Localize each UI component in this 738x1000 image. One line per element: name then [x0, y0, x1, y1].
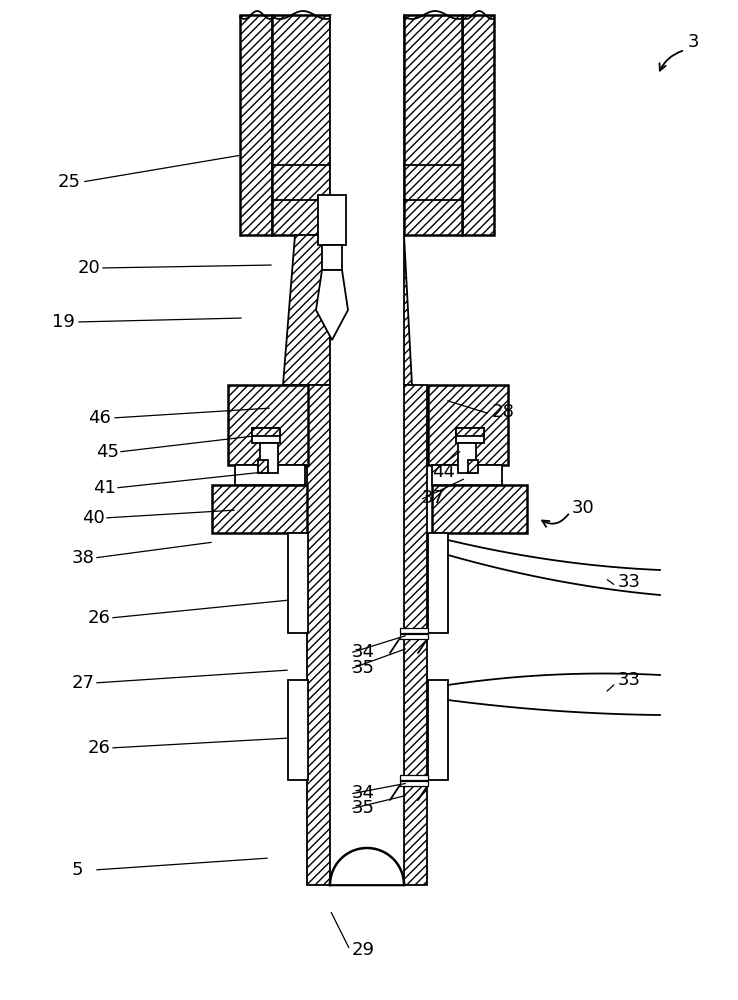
Polygon shape [316, 270, 348, 340]
Bar [468, 460, 478, 473]
Bar [458, 443, 476, 473]
Polygon shape [330, 848, 404, 885]
Bar [235, 465, 305, 485]
Text: 46: 46 [88, 409, 111, 427]
Bar [432, 465, 502, 485]
Text: 5: 5 [72, 861, 83, 879]
Text: 26: 26 [88, 739, 111, 757]
Text: 34: 34 [352, 784, 375, 802]
Text: 27: 27 [72, 674, 95, 692]
Bar [252, 428, 280, 436]
Bar [456, 428, 484, 443]
Bar [456, 428, 484, 436]
Text: 35: 35 [352, 799, 375, 817]
Text: 33: 33 [618, 671, 641, 689]
Text: 45: 45 [96, 443, 119, 461]
Text: 44: 44 [432, 463, 455, 481]
Bar [404, 15, 462, 235]
Bar [252, 428, 280, 443]
Bar [307, 385, 427, 885]
Bar [330, 15, 404, 235]
Bar [258, 460, 268, 473]
Polygon shape [330, 848, 404, 885]
Bar [428, 533, 448, 633]
Bar [462, 15, 494, 235]
Bar [330, 235, 404, 385]
Bar [400, 775, 428, 780]
Bar [428, 680, 448, 780]
Bar [318, 195, 346, 245]
Text: 26: 26 [88, 609, 111, 627]
Text: 33: 33 [618, 573, 641, 591]
Bar [212, 485, 307, 533]
Text: 25: 25 [58, 173, 81, 191]
Bar [432, 485, 527, 533]
Bar [288, 680, 308, 780]
Text: 37: 37 [422, 489, 445, 507]
Text: 41: 41 [93, 479, 116, 497]
Bar [322, 245, 342, 270]
Bar [240, 15, 272, 235]
Bar [228, 385, 308, 465]
Bar [400, 628, 428, 633]
Bar [288, 533, 308, 633]
Bar [260, 443, 278, 473]
Bar [428, 385, 508, 465]
Polygon shape [283, 235, 412, 385]
Text: 38: 38 [72, 549, 95, 567]
Text: 34: 34 [352, 643, 375, 661]
Text: 30: 30 [572, 499, 595, 517]
Text: 35: 35 [352, 659, 375, 677]
Bar [330, 385, 404, 885]
Text: 20: 20 [78, 259, 101, 277]
Text: 28: 28 [492, 403, 515, 421]
Bar [272, 15, 330, 235]
Text: 40: 40 [82, 509, 105, 527]
Bar [400, 781, 428, 786]
Text: 3: 3 [688, 33, 700, 51]
Text: 29: 29 [352, 941, 375, 959]
Bar [400, 634, 428, 639]
Text: 19: 19 [52, 313, 75, 331]
